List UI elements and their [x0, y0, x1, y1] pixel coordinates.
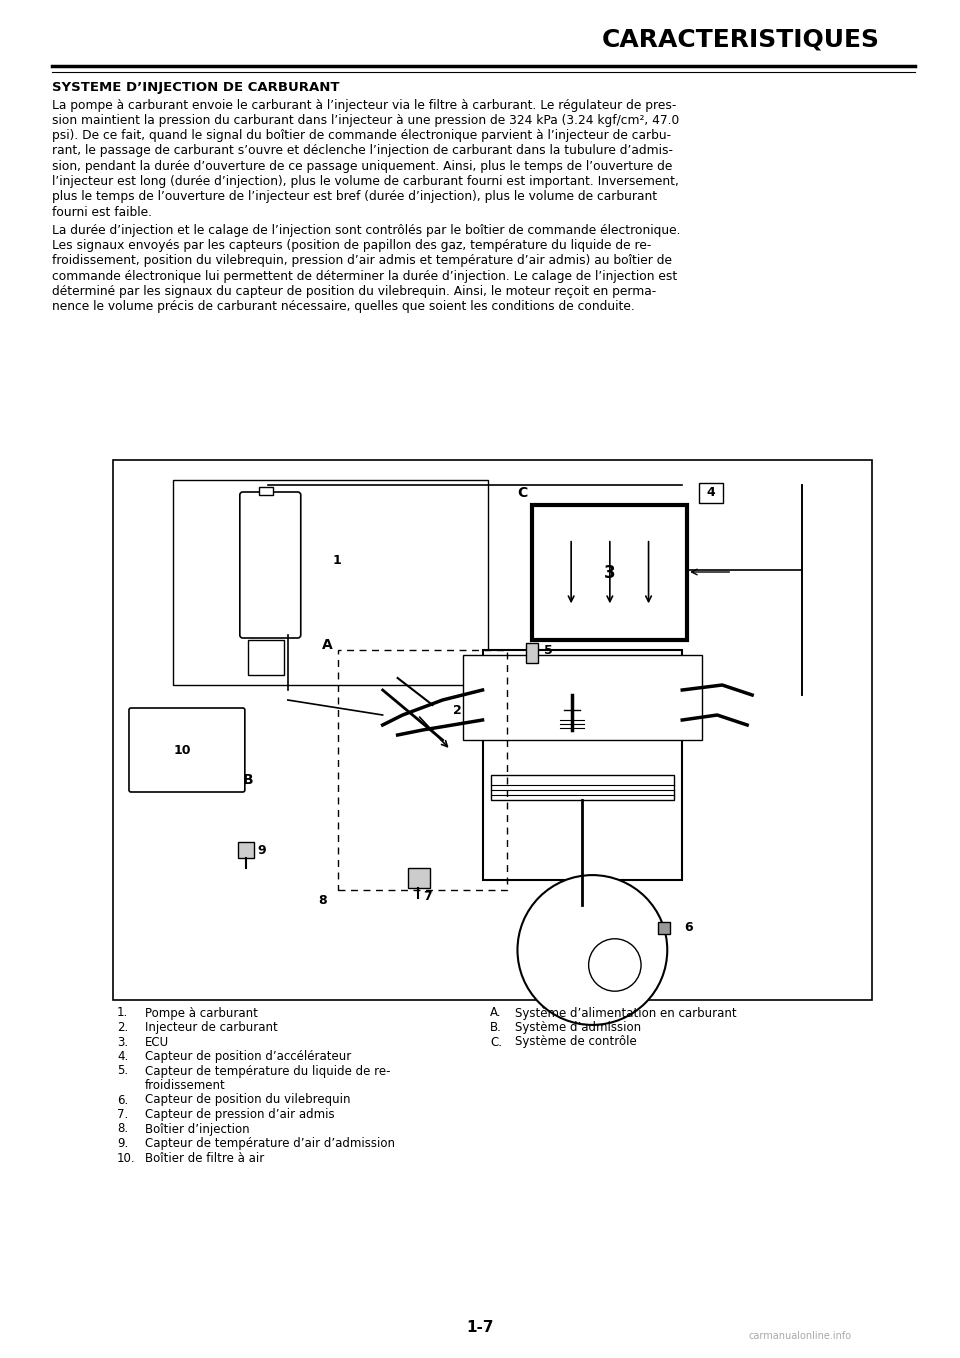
Text: ECU: ECU [145, 1036, 169, 1048]
Text: Système d’admission: Système d’admission [515, 1021, 641, 1033]
Bar [338, 650, 508, 889]
Text: sion, pendant la durée d’ouverture de ce passage uniquement. Ainsi, plus le temp: sion, pendant la durée d’ouverture de ce… [52, 160, 672, 172]
FancyBboxPatch shape [240, 492, 300, 638]
Bar [491, 775, 674, 800]
Text: 5: 5 [544, 644, 553, 656]
Bar [259, 488, 273, 496]
Text: SYSTEME D’INJECTION DE CARBURANT: SYSTEME D’INJECTION DE CARBURANT [52, 81, 340, 95]
Text: 2: 2 [452, 703, 462, 717]
Text: 4: 4 [707, 486, 715, 500]
Text: carmanualonline.info: carmanualonline.info [749, 1331, 852, 1340]
Text: Injecteur de carburant: Injecteur de carburant [145, 1021, 277, 1033]
Text: 1-7: 1-7 [467, 1320, 493, 1335]
Text: Boîtier de filtre à air: Boîtier de filtre à air [145, 1152, 264, 1165]
Bar [113, 460, 872, 999]
Circle shape [517, 875, 667, 1025]
Text: 8.: 8. [117, 1123, 128, 1135]
Text: La pompe à carburant envoie le carburant à l’injecteur via le filtre à carburant: La pompe à carburant envoie le carburant… [52, 99, 677, 111]
Text: l’injecteur est long (durée d’injection), plus le volume de carburant fourni est: l’injecteur est long (durée d’injection)… [52, 175, 679, 187]
Text: 5.: 5. [117, 1065, 128, 1077]
Text: commande électronique lui permettent de déterminer la durée d’injection. Le cala: commande électronique lui permettent de … [52, 270, 677, 282]
Bar [238, 842, 253, 858]
Text: 9: 9 [258, 843, 267, 857]
Text: 7.: 7. [117, 1108, 129, 1120]
Text: A.: A. [490, 1006, 501, 1020]
Text: froidissement: froidissement [145, 1080, 226, 1092]
Text: 7: 7 [423, 889, 432, 903]
Bar [483, 650, 683, 880]
Text: 3.: 3. [117, 1036, 128, 1048]
Text: Capteur de température du liquide de re-: Capteur de température du liquide de re- [145, 1065, 391, 1077]
Bar [249, 640, 284, 675]
Text: 10.: 10. [117, 1152, 135, 1165]
Text: Pompe à carburant: Pompe à carburant [145, 1006, 258, 1020]
Text: 3: 3 [604, 564, 615, 581]
Text: Système d’alimentation en carburant: Système d’alimentation en carburant [515, 1006, 736, 1020]
Text: C: C [517, 486, 527, 500]
Text: Capteur de pression d’air admis: Capteur de pression d’air admis [145, 1108, 335, 1120]
Text: 4.: 4. [117, 1050, 129, 1063]
Bar [699, 483, 723, 502]
Text: Système de contrôle: Système de contrôle [515, 1036, 636, 1048]
Text: Capteur de température d’air d’admission: Capteur de température d’air d’admission [145, 1137, 395, 1150]
Text: 2.: 2. [117, 1021, 129, 1033]
Text: 1.: 1. [117, 1006, 129, 1020]
Bar [658, 922, 670, 934]
Text: rant, le passage de carburant s’ouvre et déclenche l’injection de carburant dans: rant, le passage de carburant s’ouvre et… [52, 144, 673, 158]
Bar [526, 642, 539, 663]
Text: CARACTERISTIQUES: CARACTERISTIQUES [602, 29, 880, 52]
Text: psi). De ce fait, quand le signal du boîtier de commande électronique parvient à: psi). De ce fait, quand le signal du boî… [52, 129, 671, 143]
Text: 8: 8 [319, 894, 327, 907]
Bar [533, 505, 687, 640]
Text: Les signaux envoyés par les capteurs (position de papillon des gaz, température : Les signaux envoyés par les capteurs (po… [52, 239, 652, 253]
Bar [173, 479, 488, 684]
Text: 1: 1 [333, 554, 342, 566]
Text: Capteur de position d’accélérateur: Capteur de position d’accélérateur [145, 1050, 351, 1063]
FancyBboxPatch shape [129, 708, 245, 792]
Text: 9.: 9. [117, 1137, 129, 1150]
Text: nence le volume précis de carburant nécessaire, quelles que soient les condition: nence le volume précis de carburant néce… [52, 300, 635, 314]
Text: déterminé par les signaux du capteur de position du vilebrequin. Ainsi, le moteu: déterminé par les signaux du capteur de … [52, 285, 657, 299]
Text: Boîtier d’injection: Boîtier d’injection [145, 1123, 250, 1135]
Text: froidissement, position du vilebrequin, pression d’air admis et température d’ai: froidissement, position du vilebrequin, … [52, 254, 672, 268]
Text: B.: B. [490, 1021, 502, 1033]
Text: 6: 6 [684, 921, 692, 934]
Text: plus le temps de l’ouverture de l’injecteur est bref (durée d’injection), plus l: plus le temps de l’ouverture de l’inject… [52, 190, 658, 204]
Text: A: A [322, 638, 333, 652]
Text: sion maintient la pression du carburant dans l’injecteur à une pression de 324 k: sion maintient la pression du carburant … [52, 114, 680, 126]
Text: 10: 10 [173, 743, 191, 756]
Text: C.: C. [490, 1036, 502, 1048]
Circle shape [588, 938, 641, 991]
Bar [408, 868, 429, 888]
Text: 6.: 6. [117, 1093, 129, 1107]
Text: La durée d’injection et le calage de l’injection sont contrôlés par le boîtier d: La durée d’injection et le calage de l’i… [52, 224, 681, 236]
Text: fourni est faible.: fourni est faible. [52, 205, 152, 219]
Text: Capteur de position du vilebrequin: Capteur de position du vilebrequin [145, 1093, 350, 1107]
Bar [463, 655, 702, 740]
Text: B: B [243, 773, 253, 788]
